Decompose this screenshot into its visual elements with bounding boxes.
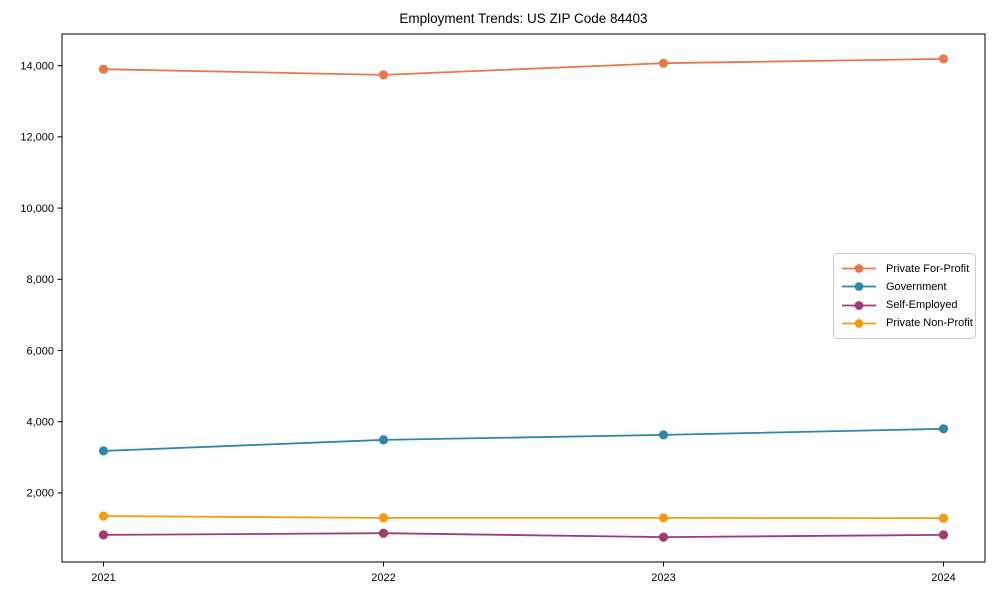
- y-axis-tick-label: 10,000: [20, 203, 54, 215]
- series-government: [98, 424, 949, 456]
- x-axis-tick-label: 2023: [651, 572, 675, 584]
- x-axis: 2021 2022 2023 2024: [91, 562, 956, 584]
- legend-line-marker-icon: [842, 300, 876, 310]
- y-axis: 2,000 4,000 6,000 8,000 10,000 12,000 14,000: [20, 60, 62, 500]
- plot-border: [61, 33, 986, 563]
- series-line-private-non-profit: [102, 515, 945, 520]
- data-point-government-2023: [658, 430, 669, 440]
- data-point-private-for-profit-2023: [658, 58, 669, 68]
- legend-label: Government: [886, 280, 947, 293]
- legend-label: Self-Employed: [886, 299, 958, 312]
- data-point-government-2021: [98, 446, 109, 456]
- data-point-self-employed-2022: [378, 528, 389, 538]
- legend-item-government: Government: [842, 278, 969, 295]
- data-point-government-2022: [378, 435, 389, 445]
- data-point-private-non-profit-2023: [658, 513, 669, 523]
- y-axis-tick-label: 14,000: [20, 60, 54, 72]
- data-point-self-employed-2024: [938, 530, 949, 540]
- data-point-government-2024: [938, 424, 949, 434]
- data-point-private-for-profit-2024: [938, 54, 949, 64]
- series-line-self-employed: [102, 532, 945, 538]
- data-point-private-non-profit-2022: [378, 513, 389, 523]
- data-point-self-employed-2021: [98, 530, 109, 540]
- data-point-self-employed-2023: [658, 532, 669, 542]
- legend: Private For-Profit Government Self-Employe…: [833, 253, 976, 339]
- legend-label: Private For-Profit: [886, 262, 970, 275]
- legend-label: Private Non-Profit: [886, 317, 973, 330]
- data-point-private-non-profit-2024: [938, 513, 949, 523]
- series-self-employed: [98, 528, 949, 542]
- legend-line-marker-icon: [842, 319, 876, 328]
- y-axis-tick-label: 6,000: [26, 345, 54, 357]
- chart-title: Employment Trends: US ZIP Code 84403: [399, 11, 648, 26]
- legend-line-marker-icon: [842, 282, 876, 292]
- data-point-private-non-profit-2021: [98, 511, 109, 521]
- legend-line-marker-icon: [842, 264, 876, 273]
- y-axis-tick-label: 8,000: [26, 274, 54, 286]
- legend-item-private-for-profit: Private For-Profit: [842, 260, 969, 277]
- series-line-private-for-profit: [102, 58, 945, 76]
- series-private-for-profit: [98, 54, 949, 80]
- x-axis-tick-label: 2022: [371, 572, 395, 584]
- data-point-private-for-profit-2022: [378, 70, 389, 80]
- data-point-private-for-profit-2021: [98, 64, 109, 74]
- series-private-non-profit: [98, 511, 949, 523]
- y-axis-tick-label: 2,000: [26, 488, 54, 500]
- legend-item-self-employed: Self-Employed: [842, 297, 969, 314]
- x-axis-tick-label: 2021: [91, 572, 115, 584]
- series-line-government: [102, 427, 945, 452]
- x-axis-tick-label: 2024: [931, 572, 955, 584]
- legend-item-private-non-profit: Private Non-Profit: [842, 315, 973, 332]
- y-axis-tick-label: 12,000: [20, 132, 54, 144]
- y-axis-tick-label: 4,000: [26, 417, 54, 429]
